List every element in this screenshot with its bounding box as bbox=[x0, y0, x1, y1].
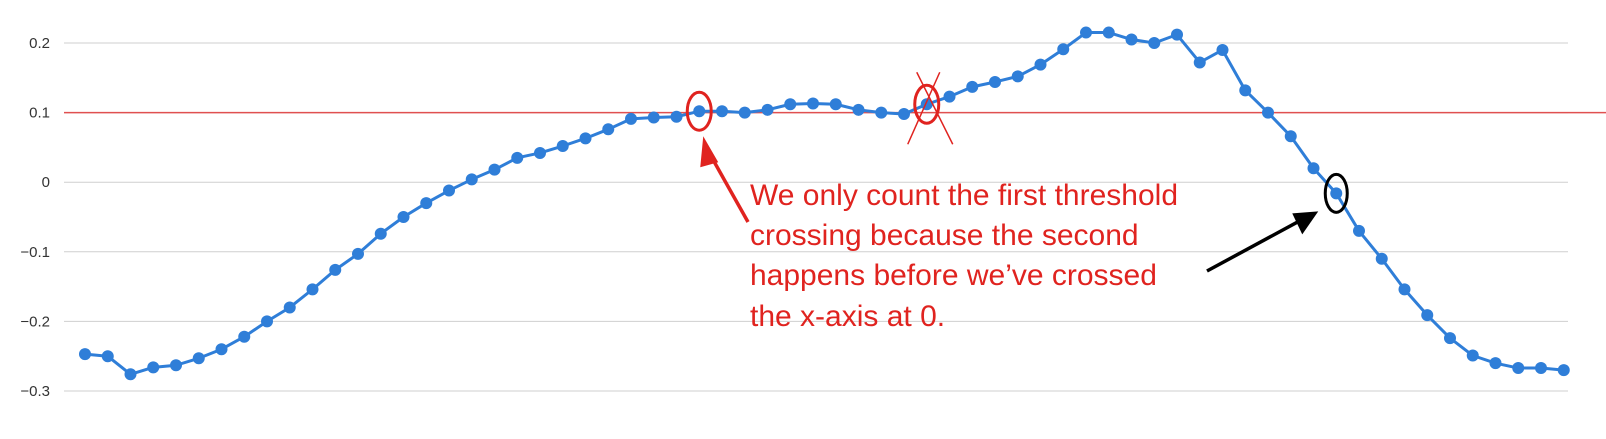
data-point bbox=[898, 107, 910, 120]
data-point bbox=[147, 361, 160, 374]
annotation-line-2: crossing because the second bbox=[750, 219, 1139, 252]
second-crossing-circle bbox=[913, 83, 941, 125]
data-point bbox=[374, 227, 387, 240]
data-point bbox=[1307, 162, 1320, 175]
data-point bbox=[1034, 58, 1047, 71]
data-point bbox=[579, 132, 592, 145]
y-tick-label: −0.1 bbox=[20, 244, 50, 261]
data-point bbox=[329, 263, 342, 276]
black-arrow-shaft bbox=[1206, 215, 1308, 273]
data-point bbox=[602, 123, 615, 136]
data-point bbox=[784, 98, 797, 111]
data-point bbox=[261, 315, 273, 328]
data-point bbox=[693, 105, 706, 118]
data-point bbox=[1148, 37, 1161, 49]
data-point bbox=[306, 283, 319, 296]
data-point bbox=[397, 211, 410, 223]
data-point bbox=[488, 163, 501, 176]
annotation-text: We only count the first threshold crossi… bbox=[750, 179, 1178, 333]
data-point bbox=[943, 90, 956, 103]
zero-crossing-circle bbox=[1323, 172, 1349, 214]
data-point bbox=[238, 330, 251, 343]
red-arrow-head bbox=[700, 136, 719, 168]
data-point bbox=[443, 184, 455, 197]
y-tick-label: −0.2 bbox=[20, 313, 50, 330]
cross-out-stroke bbox=[907, 71, 941, 145]
data-point bbox=[352, 247, 364, 260]
data-point bbox=[852, 103, 865, 116]
y-tick-label: 0.1 bbox=[29, 105, 50, 122]
data-point bbox=[1444, 332, 1456, 345]
data-point bbox=[170, 359, 182, 372]
data-point bbox=[807, 97, 819, 110]
data-point bbox=[738, 106, 751, 119]
data-point bbox=[716, 105, 728, 118]
data-point bbox=[1102, 26, 1115, 39]
y-tick-label: 0.2 bbox=[29, 35, 50, 52]
data-point bbox=[1080, 26, 1092, 39]
data-point bbox=[875, 106, 888, 119]
data-point bbox=[829, 98, 842, 111]
y-axis-tick-labels: 0.2 0.1 0 −0.1 −0.2 −0.3 bbox=[20, 35, 50, 400]
data-point bbox=[1353, 224, 1365, 237]
data-point bbox=[1398, 283, 1411, 296]
series-points bbox=[79, 26, 1570, 381]
data-point bbox=[556, 140, 569, 153]
data-point bbox=[1375, 252, 1388, 265]
data-point bbox=[1421, 309, 1434, 322]
data-point bbox=[989, 75, 1001, 88]
data-point bbox=[511, 151, 524, 164]
data-point bbox=[534, 146, 546, 159]
data-point bbox=[1284, 130, 1297, 143]
data-point bbox=[192, 352, 205, 365]
data-point bbox=[1193, 56, 1206, 69]
grid-lines bbox=[64, 42, 1568, 392]
data-point bbox=[670, 110, 683, 123]
annotation-marks bbox=[685, 71, 1349, 273]
data-point bbox=[1171, 28, 1183, 41]
data-point bbox=[79, 348, 91, 361]
data-point bbox=[1466, 349, 1479, 362]
cross-out-stroke bbox=[916, 71, 954, 145]
data-point bbox=[1535, 362, 1547, 375]
data-point bbox=[1557, 364, 1570, 377]
data-point bbox=[1239, 84, 1252, 97]
data-point bbox=[1125, 33, 1138, 46]
data-point bbox=[283, 301, 296, 314]
annotation-line-3: happens before we’ve crossed bbox=[750, 259, 1157, 292]
data-point bbox=[1330, 187, 1343, 200]
data-point bbox=[1011, 70, 1024, 83]
data-point bbox=[625, 112, 637, 125]
data-point bbox=[465, 173, 478, 186]
data-point bbox=[966, 80, 979, 93]
data-point bbox=[215, 343, 228, 356]
data-point bbox=[1262, 106, 1274, 119]
data-point bbox=[1216, 43, 1229, 56]
data-point bbox=[1057, 43, 1070, 56]
y-tick-label: 0 bbox=[42, 174, 50, 191]
annotation-line-4: the x-axis at 0. bbox=[750, 300, 945, 333]
first-crossing-circle bbox=[685, 90, 713, 132]
y-tick-label: −0.3 bbox=[20, 383, 50, 400]
data-point bbox=[647, 111, 660, 124]
data-point bbox=[420, 197, 433, 210]
data-point bbox=[101, 350, 114, 363]
annotation-line-1: We only count the first threshold bbox=[750, 179, 1178, 212]
data-point bbox=[1489, 357, 1502, 370]
data-point bbox=[761, 103, 774, 116]
black-arrow-head bbox=[1292, 211, 1319, 235]
data-point bbox=[124, 368, 137, 381]
data-point bbox=[1512, 362, 1525, 375]
